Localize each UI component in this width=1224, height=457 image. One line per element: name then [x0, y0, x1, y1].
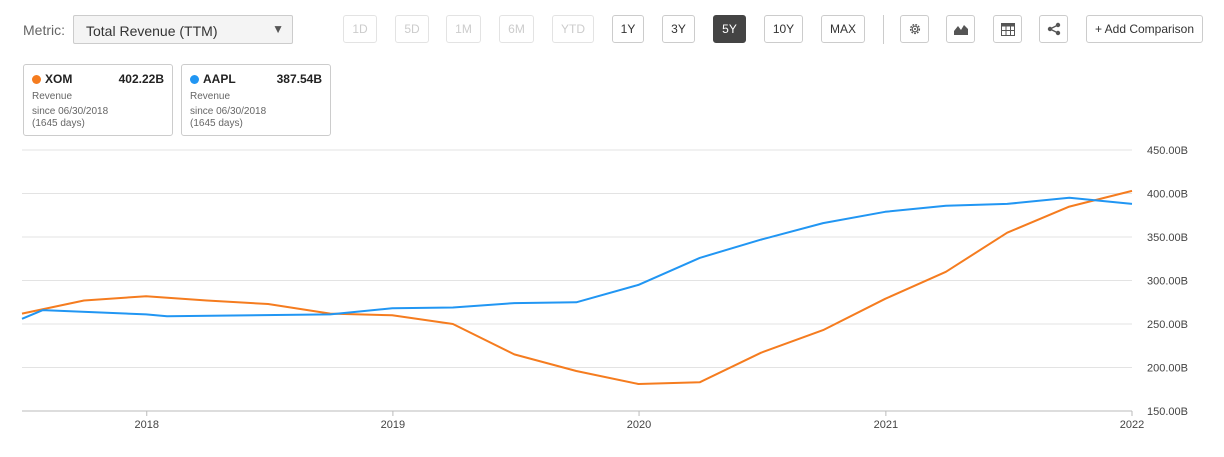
legend-card-aapl: AAPL 387.54B Revenue since 06/30/2018 (1… — [181, 64, 331, 136]
x-tick-label: 2018 — [135, 419, 159, 431]
y-tick-label: 300.00B — [1147, 276, 1188, 288]
legend-value: 387.54B — [276, 72, 322, 86]
range-button-max[interactable]: MAX — [821, 15, 865, 43]
series-line-aapl — [21, 196, 1133, 320]
range-button-5d[interactable]: 5D — [395, 15, 429, 43]
legend-value: 402.22B — [118, 72, 164, 86]
x-tick-label: 2022 — [1120, 419, 1144, 431]
legend-card-xom: XOM 402.22B Revenue since 06/30/2018 (16… — [23, 64, 173, 136]
metric-label: Metric: — [23, 22, 65, 38]
series-color-dot — [190, 74, 199, 84]
range-button-10y[interactable]: 10Y — [764, 15, 803, 43]
x-tick-label: 2020 — [627, 419, 651, 431]
x-tick-label: 2019 — [381, 419, 405, 431]
y-tick-label: 250.00B — [1147, 319, 1188, 331]
range-button-5y[interactable]: 5Y — [713, 15, 746, 43]
chevron-down-icon: ▼ — [272, 22, 284, 36]
toolbar-divider — [883, 15, 884, 44]
series-color-dot — [32, 74, 41, 84]
y-tick-label: 200.00B — [1147, 363, 1188, 375]
table-icon — [1000, 22, 1015, 36]
legend-since: since 06/30/2018 — [32, 106, 109, 117]
y-tick-label: 150.00B — [1147, 406, 1188, 418]
share-icon — [1047, 22, 1060, 36]
legend-metric: Revenue — [32, 91, 73, 102]
chart-series — [21, 189, 1133, 385]
share-button[interactable] — [1039, 15, 1068, 43]
legend-metric: Revenue — [190, 91, 231, 102]
chart-type-icon — [953, 25, 968, 35]
legend-days: (1645 days) — [190, 118, 243, 129]
range-button-1y[interactable]: 1Y — [612, 15, 644, 43]
legend-since: since 06/30/2018 — [190, 106, 267, 117]
legend-ticker: XOM — [45, 72, 73, 86]
range-button-1m[interactable]: 1M — [446, 15, 481, 43]
chart-gridlines — [22, 149, 1132, 412]
metric-select[interactable]: Total Revenue (TTM) ▼ — [73, 15, 293, 44]
range-button-ytd[interactable]: YTD — [552, 15, 594, 43]
range-button-1d[interactable]: 1D — [343, 15, 377, 43]
y-tick-label: 400.00B — [1147, 189, 1188, 201]
x-tick-label: 2021 — [874, 419, 898, 431]
legend-days: (1645 days) — [32, 118, 85, 129]
settings-button[interactable] — [900, 15, 929, 43]
series-line-xom — [21, 189, 1133, 385]
y-tick-label: 350.00B — [1147, 232, 1188, 244]
legend-ticker: AAPL — [203, 72, 236, 86]
gear-icon — [909, 23, 920, 35]
range-button-6m[interactable]: 6M — [499, 15, 534, 43]
chart-type-button[interactable] — [946, 15, 975, 43]
chart-axes: 150.00B 200.00B 250.00B 300.00B 350.00B 400.0… — [135, 145, 1188, 431]
add-comparison-button[interactable]: + Add Comparison — [1086, 15, 1203, 43]
table-view-button[interactable] — [993, 15, 1022, 43]
range-button-3y[interactable]: 3Y — [662, 15, 695, 43]
y-tick-label: 450.00B — [1147, 145, 1188, 157]
metric-select-value: Total Revenue (TTM) — [86, 23, 218, 39]
